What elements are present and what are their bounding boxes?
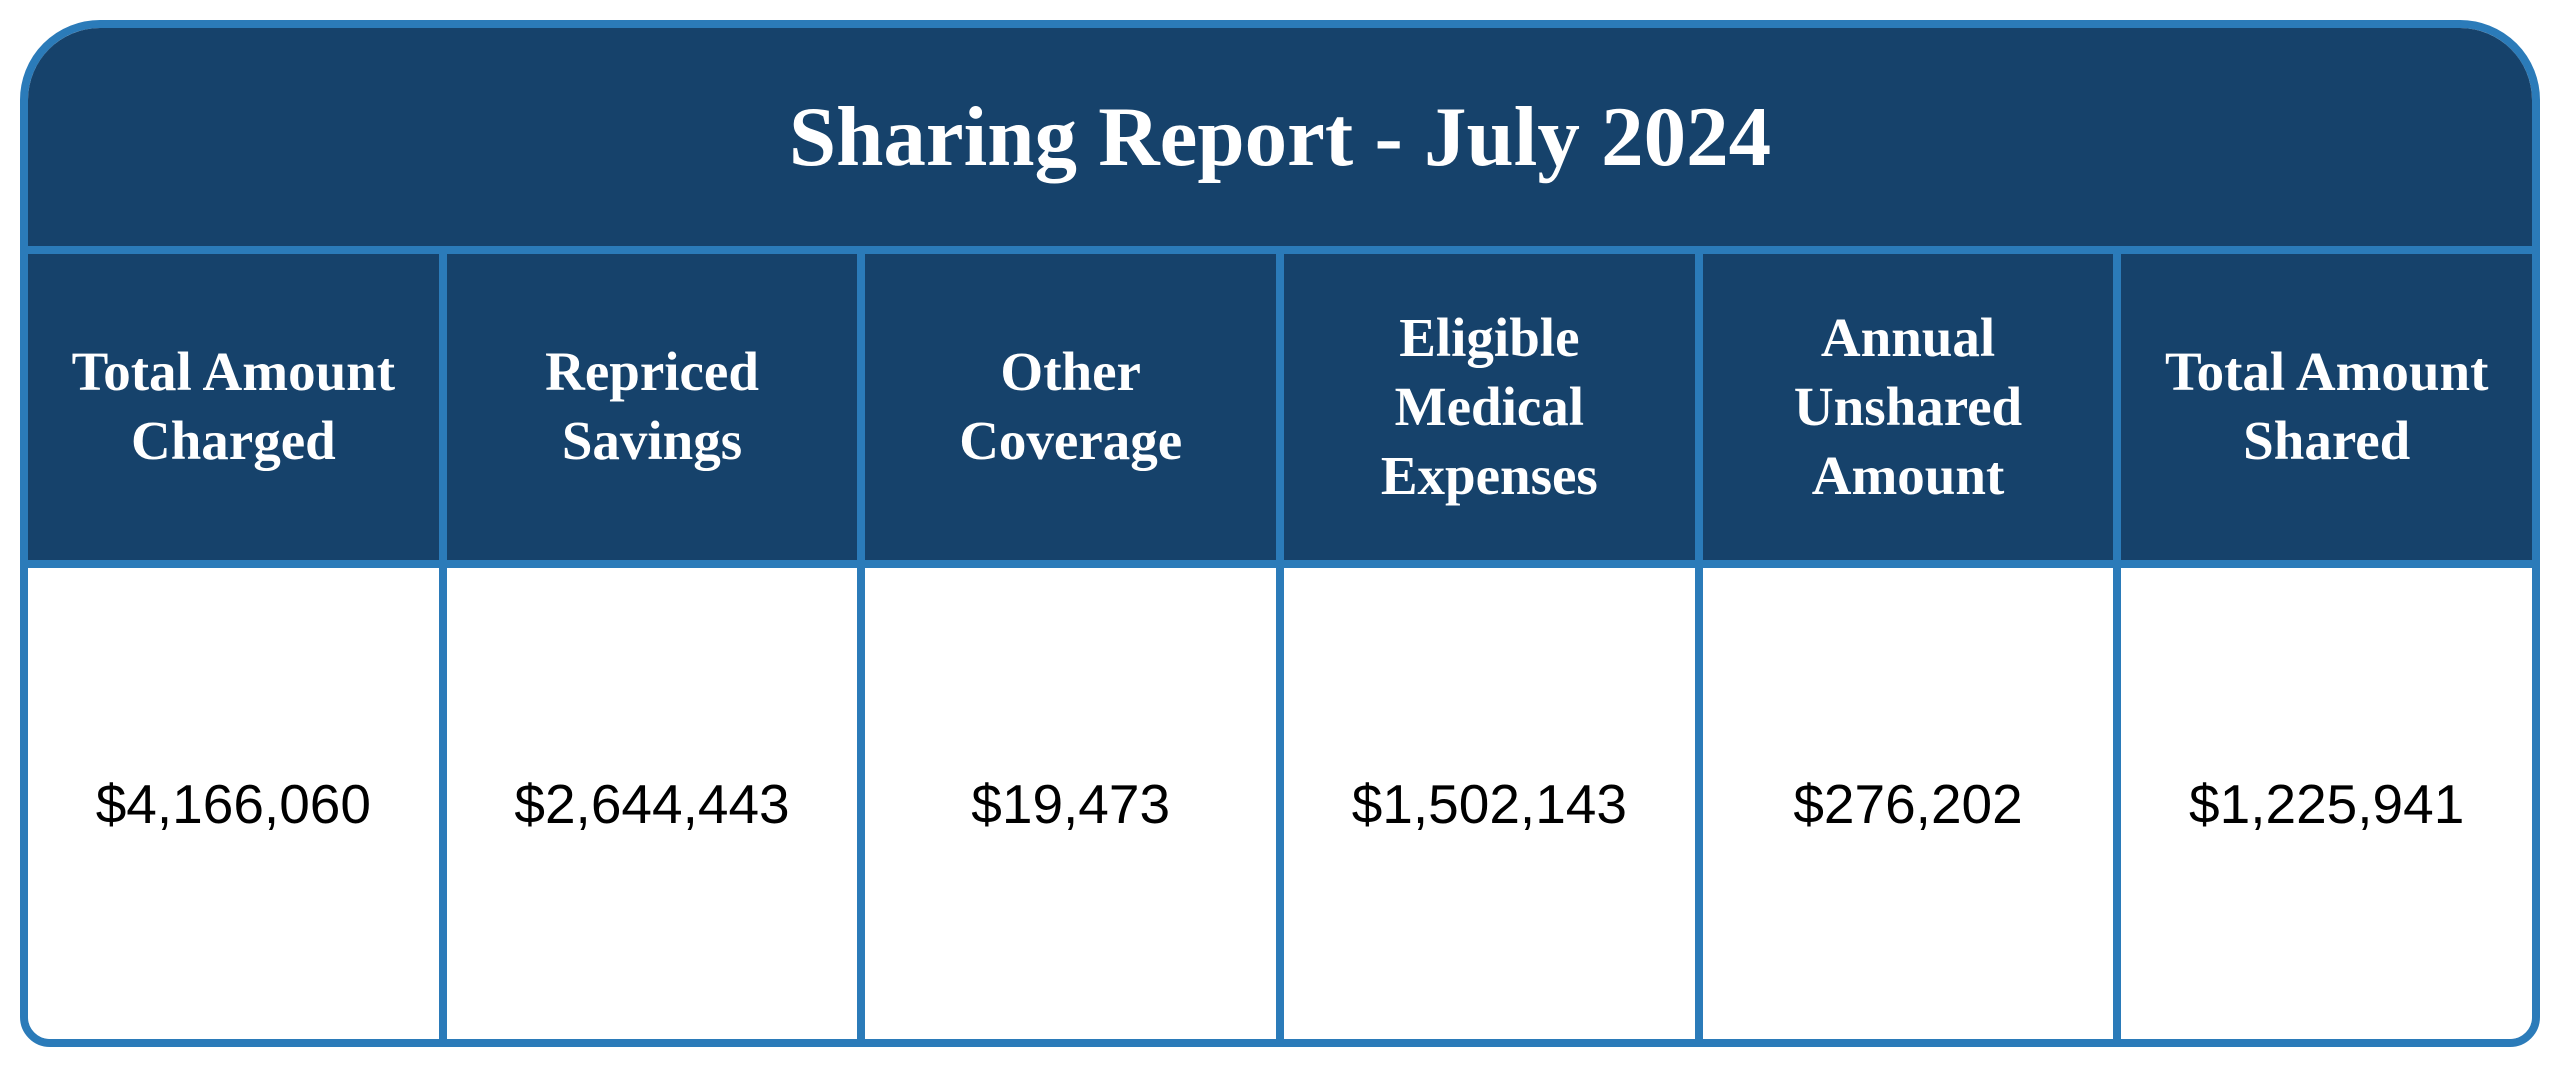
table-cell: $2,644,443 — [447, 560, 866, 1039]
table-cell: $1,225,941 — [2121, 560, 2532, 1039]
column-header: Total Amount Shared — [2121, 246, 2532, 560]
table-cell: $276,202 — [1703, 560, 2122, 1039]
table-cell: $19,473 — [865, 560, 1284, 1039]
column-header: Other Coverage — [865, 246, 1284, 560]
table-data-row: $4,166,060 $2,644,443 $19,473 $1,502,143… — [28, 560, 2532, 1039]
report-title: Sharing Report - July 2024 — [28, 28, 2532, 246]
column-header: Repriced Savings — [447, 246, 866, 560]
table-cell: $4,166,060 — [28, 560, 447, 1039]
sharing-report-table: Sharing Report - July 2024 Total Amount … — [20, 20, 2540, 1047]
column-header: Eligible Medical Expenses — [1284, 246, 1703, 560]
table-cell: $1,502,143 — [1284, 560, 1703, 1039]
column-header: Annual Unshared Amount — [1703, 246, 2122, 560]
column-header: Total Amount Charged — [28, 246, 447, 560]
table-header-row: Total Amount Charged Repriced Savings Ot… — [28, 246, 2532, 560]
